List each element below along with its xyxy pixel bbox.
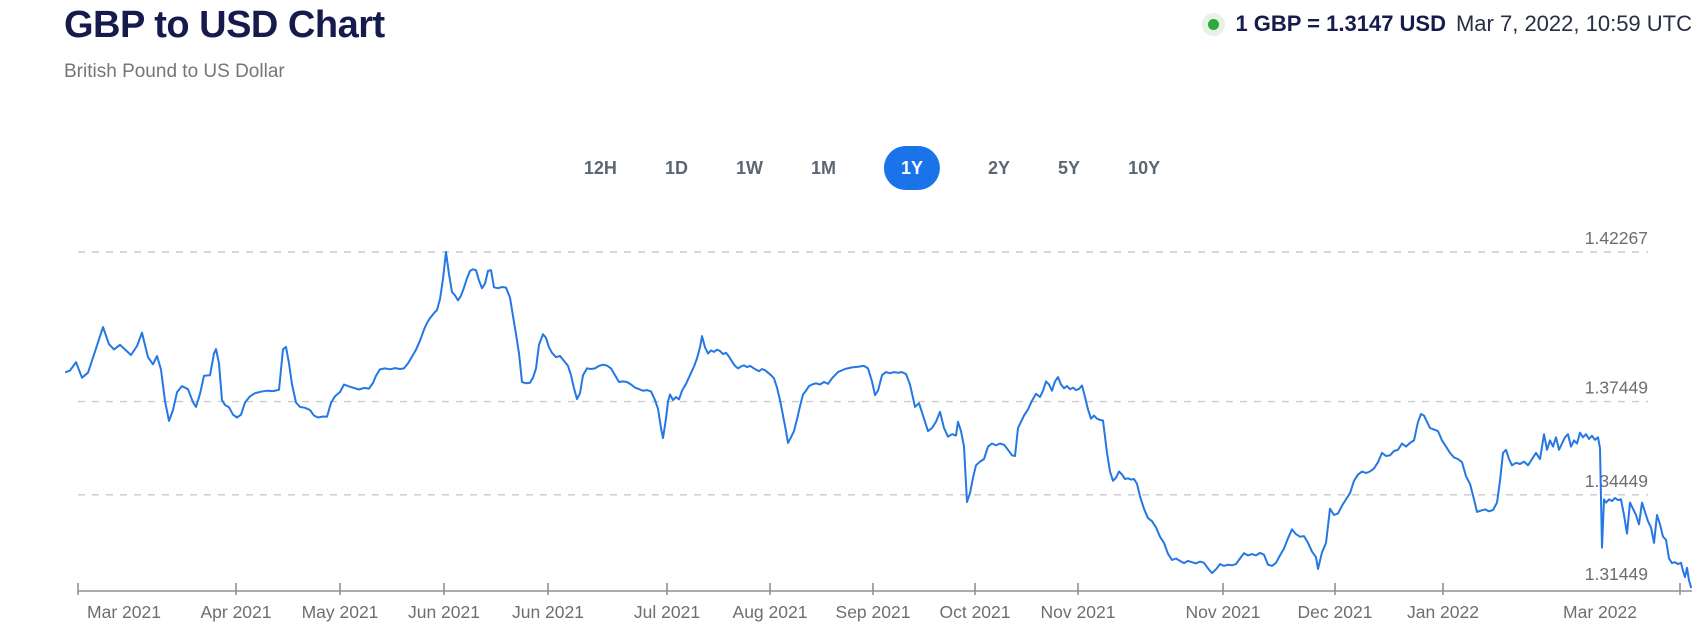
x-tick-label: Dec 2021: [1298, 602, 1373, 622]
range-button-10y[interactable]: 10Y: [1128, 146, 1160, 190]
range-button-12h[interactable]: 12H: [584, 146, 617, 190]
x-tick-label: Jul 2021: [634, 602, 700, 622]
page-subtitle: British Pound to US Dollar: [64, 61, 285, 82]
x-tick-label: Apr 2021: [200, 602, 271, 622]
price-line-gbp-usd: [65, 250, 1692, 589]
range-selector: 12H 1D 1W 1M 1Y 2Y 5Y 10Y: [584, 146, 1160, 190]
live-rate-block: 1 GBP = 1.3147 USD Mar 7, 2022, 10:59 UT…: [1202, 10, 1692, 38]
range-button-1d[interactable]: 1D: [665, 146, 688, 190]
live-indicator-icon: [1202, 12, 1226, 36]
y-grid-label: 1.31449: [1585, 564, 1648, 584]
live-rate-timestamp: Mar 7, 2022, 10:59 UTC: [1455, 11, 1692, 36]
range-button-1m[interactable]: 1M: [811, 146, 836, 190]
live-indicator-dot: [1208, 18, 1220, 30]
x-tick-label: Mar 2022: [1563, 602, 1637, 622]
y-grid-label: 1.42267: [1585, 228, 1648, 248]
x-tick-label: Mar 2021: [87, 602, 161, 622]
x-tick-label: Oct 2021: [939, 602, 1010, 622]
y-grid-label: 1.34449: [1585, 471, 1648, 491]
x-tick-label: Nov 2021: [1041, 602, 1116, 622]
x-tick-label: Sep 2021: [836, 602, 911, 622]
x-tick-label: Jun 2021: [512, 602, 584, 622]
y-grid-label: 1.37449: [1585, 378, 1648, 398]
range-button-5y[interactable]: 5Y: [1058, 146, 1080, 190]
x-tick-label: Nov 2021: [1186, 602, 1261, 622]
x-tick-label: May 2021: [302, 602, 379, 622]
live-rate-text: 1 GBP = 1.3147 USD: [1235, 11, 1446, 36]
range-button-1w[interactable]: 1W: [736, 146, 763, 190]
page-title: GBP to USD Chart: [64, 4, 385, 46]
x-tick-label: Jan 2022: [1407, 602, 1479, 622]
range-button-1y[interactable]: 1Y: [883, 146, 940, 190]
range-button-2y[interactable]: 2Y: [988, 146, 1010, 190]
x-tick-label: Aug 2021: [733, 602, 808, 622]
x-tick-label: Jun 2021: [408, 602, 480, 622]
